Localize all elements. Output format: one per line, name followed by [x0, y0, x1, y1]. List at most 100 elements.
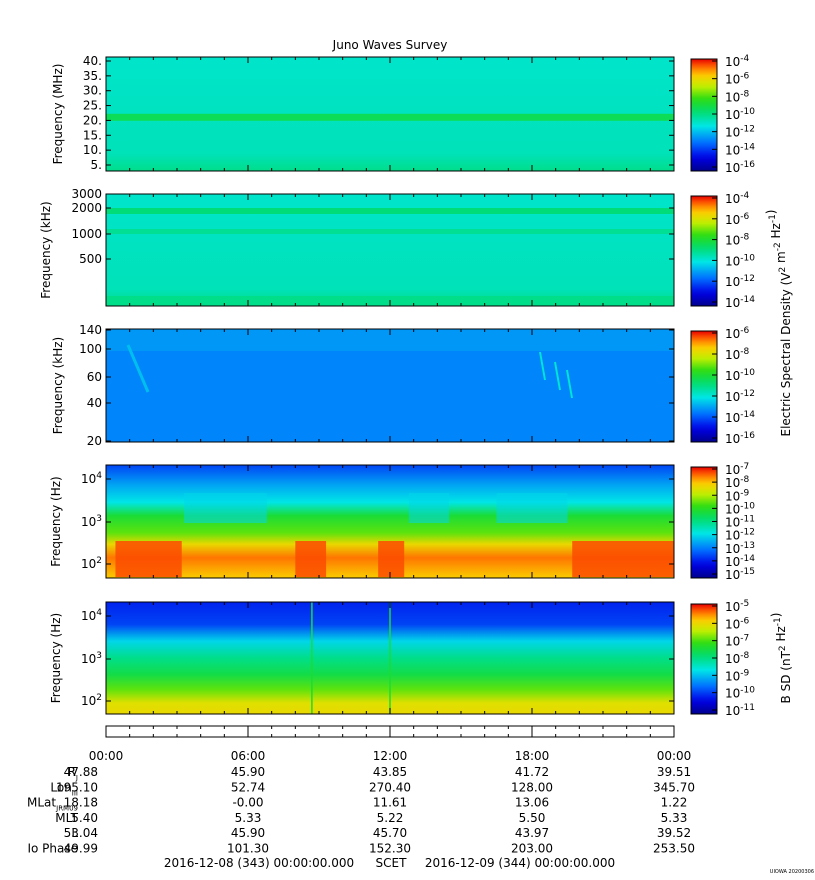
colorbar: [690, 466, 718, 579]
ephemeris-row-label: MLatJRM09: [27, 796, 78, 813]
colorbar: [690, 195, 718, 307]
emission-band: [106, 229, 674, 234]
colorbar-tick-label: 10-11: [725, 703, 755, 718]
cutoff-dip: [184, 493, 267, 523]
ephemeris-value: 101.30: [227, 842, 269, 856]
colorbar-tick-label: 10-10: [725, 501, 755, 516]
colorbar-tick-label: 10-16: [725, 160, 755, 175]
y-tick-label: 25.: [83, 99, 102, 113]
colorbar-tick-label: 10-4: [725, 191, 750, 206]
ephemeris-row-label: RJ: [68, 765, 78, 782]
colorbar-tick-label: 10-8: [725, 89, 750, 104]
colorbar-tick-label: 10-5: [725, 599, 749, 614]
colorbar-tick-label: 10-6: [725, 72, 750, 87]
ephemeris-row-label: MLT: [55, 811, 78, 825]
y-tick-label: 104: [81, 471, 102, 486]
colorbar-tick-label: 10-12: [725, 389, 755, 404]
cutoff-dip: [408, 493, 450, 523]
spectrogram-panel-3: 140 100 60 40 20 Frequency (kHz) 10-6 10-8 10-10…: [51, 323, 755, 448]
colorbar-tick-label: 10-10: [725, 107, 755, 122]
figure-title: Juno Waves Survey: [332, 38, 448, 52]
y-tick-label: 500: [79, 252, 102, 266]
colorbar-tick-label: 10-7: [725, 462, 749, 477]
colorbar-tick-label: 10-14: [725, 142, 755, 157]
y-tick-label: 10.: [83, 143, 102, 157]
ephemeris-value: 152.30: [369, 842, 411, 856]
y-tick-label: 104: [81, 608, 102, 623]
colorbar-tick-label: 10-6: [725, 212, 750, 227]
emission-band: [106, 208, 674, 214]
y-tick-label: 60: [87, 370, 102, 384]
ephemeris-value: 5.50: [519, 811, 546, 825]
y-tick-label: 1000: [71, 227, 102, 241]
colorbar-tick-label: 10-8: [725, 651, 750, 666]
colorbar-label: Electric Spectral Density (V2 m-2 Hz-1): [764, 209, 793, 436]
scet-end: 2016-12-09 (344) 00:00:00.000: [425, 856, 615, 870]
ephemeris-value: 53.04: [64, 826, 98, 840]
y-tick-label: 102: [81, 693, 102, 708]
colorbar-tick-label: 10-14: [725, 410, 755, 425]
ephemeris-value: 45.90: [231, 765, 265, 779]
ephemeris-value: -0.00: [232, 796, 263, 810]
colorbar-tick-label: 10-10: [725, 368, 755, 383]
ephemeris-value: 41.72: [515, 765, 549, 779]
y-tick-label: 103: [81, 514, 102, 529]
y-tick-label: 15.: [83, 128, 102, 142]
colorbar-tick-label: 10-10: [725, 686, 755, 701]
ephemeris-row-label: Io Phase: [27, 842, 78, 856]
time-label: 18:00: [515, 749, 550, 763]
y-tick-label: 35.: [83, 69, 102, 83]
y-tick-label: 40: [87, 396, 102, 410]
y-axis-label: Frequency (kHz): [51, 337, 65, 434]
intense-region: [115, 541, 182, 577]
colorbar-tick-label: 10-14: [725, 295, 755, 310]
burst-streak: [554, 361, 561, 391]
colorbar-tick-label: 10-8: [725, 347, 750, 362]
time-label: 00:00: [89, 749, 124, 763]
y-tick-label: 3000: [71, 187, 102, 201]
ephemeris-value: 253.50: [653, 842, 695, 856]
time-label: 00:00: [657, 749, 692, 763]
y-axis-label: Frequency (Hz): [49, 613, 63, 704]
scet-start: 2016-12-08 (343) 00:00:00.000: [164, 856, 354, 870]
ephemeris-value: 45.90: [231, 826, 265, 840]
colorbar-tick-label: 10-15: [725, 567, 755, 582]
ephemeris-value: 5.22: [377, 811, 404, 825]
ephemeris-value: 49.99: [64, 842, 98, 856]
ephemeris-value: 47.88: [64, 765, 98, 779]
colorbar-tick-label: 10-9: [725, 488, 750, 503]
ephemeris-value: 5.33: [661, 811, 688, 825]
y-tick-label: 30.: [83, 84, 102, 98]
intense-region: [572, 541, 674, 577]
spectrogram-panels: 40.35.30.25.20.15.10.5. Frequency (MHz) 10…: [39, 54, 793, 718]
colorbar-tick-label: 10-13: [725, 541, 755, 556]
y-axis-label: Frequency (Hz): [49, 476, 63, 567]
ephemeris-value: 43.97: [515, 826, 549, 840]
ephemeris-value: 11.61: [373, 796, 407, 810]
ephemeris-value: 43.85: [373, 765, 407, 779]
ephemeris-value: 5.33: [235, 811, 262, 825]
y-tick-label: 100: [79, 342, 102, 356]
time-label: 12:00: [373, 749, 408, 763]
y-tick-label: 5.: [91, 158, 102, 172]
colorbar-tick-label: 10-12: [725, 274, 755, 289]
ephemeris-value: 45.70: [373, 826, 407, 840]
colorbar-tick-label: 10-7: [725, 634, 749, 649]
intense-region: [378, 541, 405, 577]
time-label: 06:00: [231, 749, 266, 763]
y-tick-label: 2000: [71, 201, 102, 215]
burst-streak: [126, 344, 150, 393]
colorbar-tick-label: 10-6: [725, 326, 750, 341]
ephemeris-value: 1.22: [661, 796, 688, 810]
colorbar-tick-label: 10-4: [725, 54, 750, 69]
colorbar-tick-label: 10-14: [725, 554, 755, 569]
y-tick-label: 102: [81, 556, 102, 571]
colorbar-tick-label: 10-10: [725, 253, 755, 268]
y-tick-label: 20.: [83, 113, 102, 127]
colorbar: [690, 603, 718, 715]
colorbar-tick-label: 10-8: [725, 475, 750, 490]
y-axis-label: Frequency (kHz): [39, 201, 53, 298]
colorbar-tick-label: 10-11: [725, 515, 755, 530]
